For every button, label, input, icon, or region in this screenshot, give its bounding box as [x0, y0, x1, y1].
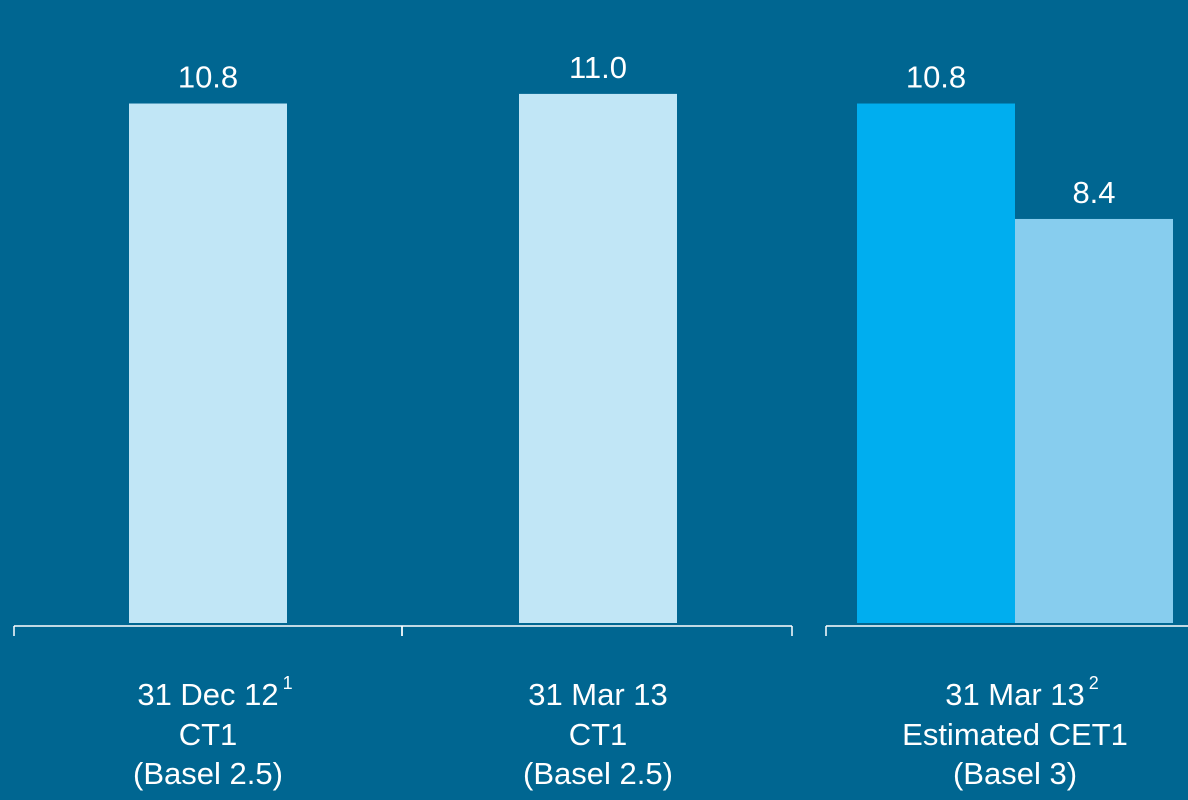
footnote-marker: 2 [1089, 673, 1099, 693]
x-axis [13, 625, 1188, 636]
bar [857, 103, 1015, 623]
footnote-marker: 1 [283, 673, 293, 693]
category-labels-layer: 31 Dec 12 1 CT1 (Basel 2.5) 31 Mar 13 CT1 (Bas… [133, 673, 1128, 791]
category-label-line: Estimated CET1 [902, 717, 1128, 752]
category-label-line: (Basel 2.5) [133, 756, 283, 791]
value-labels-layer: 10.8 11.0 10.8 8.4 [178, 50, 1116, 210]
bar [519, 93, 677, 623]
bar [129, 103, 287, 623]
value-label: 11.0 [569, 50, 627, 85]
category-label-line: 31 Dec 12 [137, 677, 278, 712]
category-label-line: CT1 [179, 717, 238, 752]
category-label-line: (Basel 3) [953, 756, 1077, 791]
value-label: 10.8 [906, 60, 966, 95]
bar [1015, 218, 1173, 623]
category-label-line: CT1 [569, 717, 628, 752]
category-label-line: 31 Mar 13 [528, 677, 668, 712]
bars-layer [129, 93, 1173, 623]
value-label: 8.4 [1072, 175, 1115, 210]
category-label-line: 31 Mar 13 [945, 677, 1085, 712]
category-label-line: (Basel 2.5) [523, 756, 673, 791]
value-label: 10.8 [178, 60, 238, 95]
